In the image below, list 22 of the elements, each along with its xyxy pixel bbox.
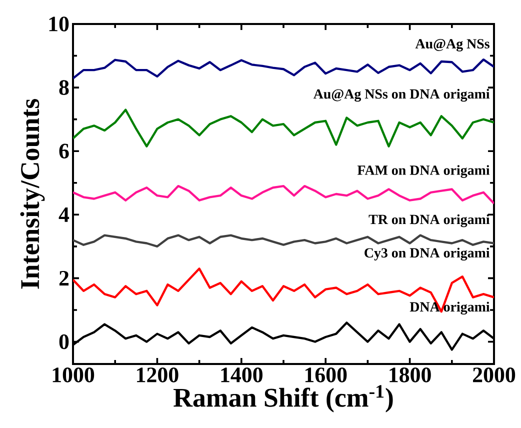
y-axis-title: Intensity/Counts [20,99,45,289]
line-series [73,58,494,80]
y-tick-label: 2 [59,270,69,286]
y-tick-label: 8 [59,80,69,95]
annotation: TR on DNA origami [368,214,490,228]
x-axis-title: Raman Shift (cm$^{-1}$) [174,385,393,412]
annotation: FAM on DNA origami [357,165,490,178]
y-tick-label: 10 [49,16,69,32]
x-tick-label: 1800 [390,368,431,382]
line-series [73,184,494,205]
x-tick-label: 1400 [221,368,262,382]
x-tick-label: 1600 [305,368,347,382]
x-tick-label: 2000 [473,368,516,382]
line-series [73,108,494,148]
x-tick-label: 1200 [137,368,178,382]
y-tick-label: 4 [58,207,70,222]
annotation: Au@Ag NSs on DNA origami [313,88,490,102]
x-tick-label: 1000 [52,368,94,382]
y-tick-label: 6 [59,144,69,158]
annotation: Cy3 on DNA origami [364,248,490,260]
y-tick-label: 0 [59,334,69,350]
annotation: Au@Ag NSs [415,39,490,52]
